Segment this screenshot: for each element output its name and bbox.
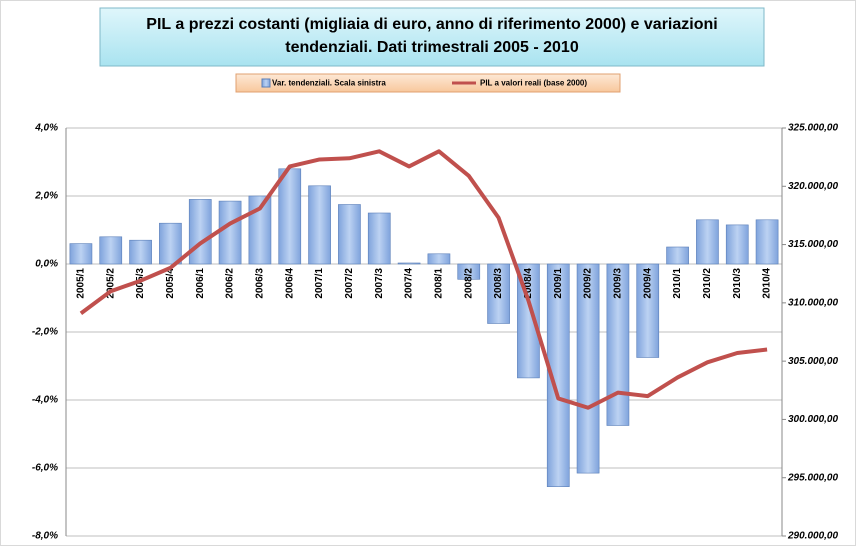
x-tick-label: 2006/4 [284,268,295,299]
x-tick-label: 2007/3 [374,268,385,299]
chart-title: tendenziali. Dati trimestrali 2005 - 201… [285,39,579,56]
legend-label: PIL a valori reali (base 2000) [480,79,587,88]
bar [517,263,540,379]
bar [696,219,719,265]
x-tick-label: 2007/2 [344,268,355,299]
bar [278,168,302,265]
bar [755,219,779,265]
x-tick-label: 2009/3 [613,268,624,299]
legend-swatch [261,78,271,88]
y-tick-label: 4,0% [34,123,58,134]
x-tick-label: 2010/2 [702,268,713,299]
y-tick-label: -4,0% [32,395,58,406]
bar [725,224,749,265]
bar [218,200,242,265]
legend-label: Var. tendenziali. Scala sinistra [272,79,386,88]
bar [188,199,212,265]
bar [606,263,630,426]
chart-title: PIL a prezzi costanti (migliaia di euro,… [146,16,717,33]
x-tick-label: 2008/3 [493,268,504,299]
title-box [99,7,765,67]
legend-box [235,73,621,93]
y-tick-label: -8,0% [32,531,58,542]
bar [666,246,689,265]
x-tick-label: 2005/4 [165,268,176,299]
x-tick-label: 2007/4 [404,268,415,299]
y2-tick-label: 325.000,00 [788,123,838,134]
y2-tick-label: 315.000,00 [788,239,838,250]
bar [457,263,481,280]
bar [546,263,570,487]
x-tick-label: 2005/3 [135,268,146,299]
x-tick-label: 2005/1 [76,268,87,299]
x-tick-label: 2006/3 [255,268,266,299]
bar [367,212,391,265]
x-tick-label: 2007/1 [314,268,325,299]
y2-tick-label: 290.000,00 [787,531,838,542]
x-tick-label: 2009/2 [583,268,594,299]
x-tick-label: 2008/4 [523,268,534,299]
y-tick-label: -2,0% [32,327,58,338]
bar [397,262,421,265]
x-tick-label: 2010/1 [672,268,683,299]
bar [427,253,451,265]
bar [99,236,123,265]
x-tick-label: 2010/3 [732,268,743,299]
y-tick-label: 0,0% [35,259,58,270]
bar [576,263,600,474]
x-tick-label: 2008/2 [463,268,474,299]
line [79,149,768,410]
bar [487,263,510,324]
x-tick-label: 2008/1 [434,268,445,299]
x-tick-label: 2009/4 [642,268,653,299]
y2-tick-label: 300.000,00 [788,414,838,425]
x-tick-label: 2005/2 [105,268,116,299]
y2-tick-label: 320.000,00 [788,181,838,192]
y2-tick-label: 305.000,00 [788,356,838,367]
bar [338,204,361,265]
x-tick-label: 2010/4 [762,268,773,299]
y2-tick-label: 310.000,00 [788,297,838,308]
y-tick-label: 2,0% [34,191,58,202]
y-tick-label: -6,0% [32,463,58,474]
y2-tick-label: 295.000,00 [787,472,838,483]
bar [159,222,182,265]
x-tick-label: 2006/2 [225,268,236,299]
bar [308,185,331,265]
bar [636,263,660,358]
bar [69,243,93,265]
bar [129,239,152,265]
x-tick-label: 2009/1 [553,268,564,299]
x-tick-label: 2006/1 [195,268,206,299]
